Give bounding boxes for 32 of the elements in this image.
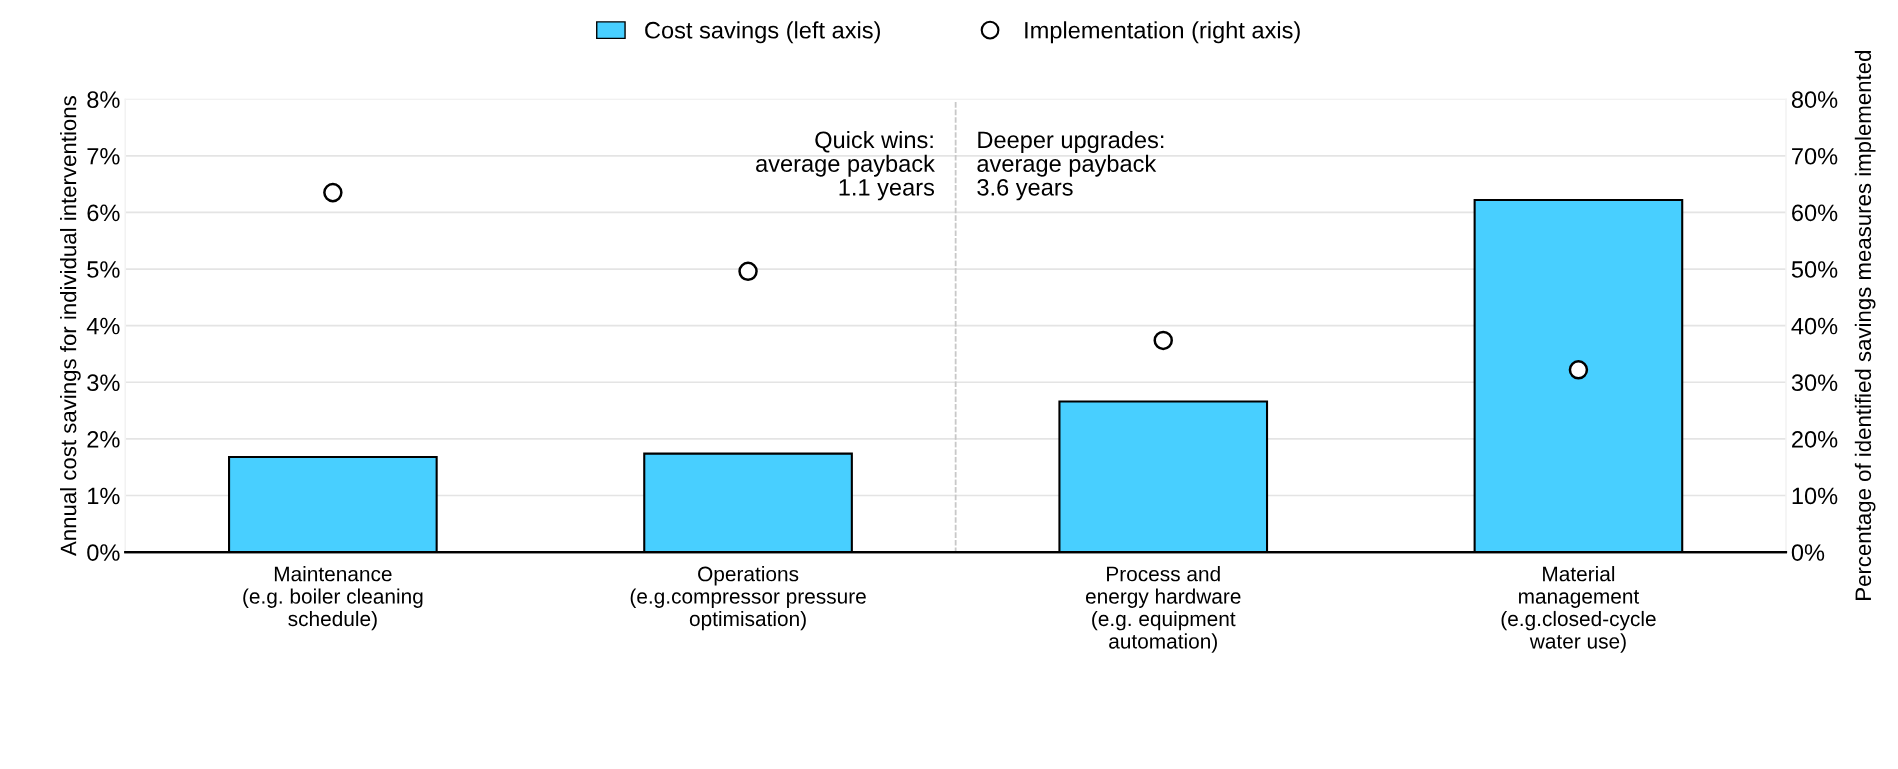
y-tick-label: 5% xyxy=(87,261,120,278)
point xyxy=(1568,360,1589,380)
y-tick-label: 7% xyxy=(87,147,120,165)
x-tick-label: Process and energy hardware (e.g. equipment automation) xyxy=(1085,566,1241,653)
y2-tick-label: 70% xyxy=(1792,147,1838,165)
point xyxy=(1153,330,1173,351)
y-tick-label: 4% xyxy=(86,317,120,335)
y-tick-label: 2% xyxy=(87,430,120,448)
x-tick-label: Material management (e.g.closed-cycle water use) xyxy=(1501,566,1656,653)
y2-tick-label: 0% xyxy=(1791,544,1825,561)
point xyxy=(738,261,758,282)
y2-tick-label: 40% xyxy=(1791,317,1838,335)
y2-axis-title: Percentage of identified savings measures implemented xyxy=(1854,51,1876,600)
x-tick-label: Maintenance (e.g. boiler cleaning schedule) xyxy=(243,566,423,631)
y-tick-label: 8% xyxy=(87,91,120,108)
y-tick-label: 3% xyxy=(87,374,120,392)
y2-tick-label: 20% xyxy=(1792,430,1838,448)
point xyxy=(323,182,343,203)
y-axis-title: Annual cost savings for individual interventions xyxy=(60,96,81,556)
y2-tick-label: 30% xyxy=(1791,374,1838,392)
y2-tick-label: 60% xyxy=(1792,204,1838,222)
y-tick-label: 0% xyxy=(87,544,120,561)
y2-tick-label: 80% xyxy=(1791,91,1838,108)
annotation: Deeper upgrades: average payback 3.6 years xyxy=(977,130,1164,201)
y-tick-label: 6% xyxy=(87,204,120,222)
annotation: Quick wins: average payback 1.1 years xyxy=(756,130,935,201)
x-tick-label: Operations (e.g.compressor pressure optimisation) xyxy=(630,566,866,631)
legend-label: Implementation (right axis) xyxy=(1025,21,1300,44)
y2-tick-label: 10% xyxy=(1792,487,1838,505)
y2-tick-label: 50% xyxy=(1791,261,1838,278)
y-tick-label: 1% xyxy=(88,487,120,505)
legend-label: Cost savings (left axis) xyxy=(645,21,880,44)
